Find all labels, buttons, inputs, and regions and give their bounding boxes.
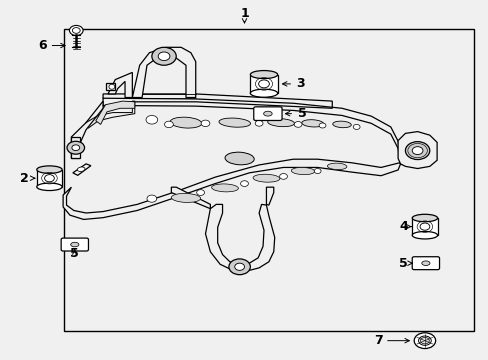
Bar (37, 170, 62, 187)
Circle shape (413, 333, 435, 348)
Ellipse shape (252, 174, 279, 182)
Ellipse shape (211, 184, 238, 192)
Ellipse shape (291, 167, 314, 175)
Ellipse shape (301, 120, 323, 127)
Ellipse shape (250, 71, 277, 78)
Polygon shape (71, 101, 103, 158)
Ellipse shape (263, 111, 272, 116)
Polygon shape (63, 159, 400, 220)
Text: 7: 7 (373, 334, 382, 347)
Circle shape (164, 121, 173, 128)
Ellipse shape (71, 242, 79, 247)
Circle shape (152, 47, 176, 65)
Circle shape (44, 175, 54, 182)
Text: 2: 2 (20, 172, 28, 185)
Ellipse shape (332, 121, 350, 128)
Circle shape (319, 123, 325, 128)
Text: 5: 5 (398, 257, 407, 270)
Ellipse shape (411, 214, 437, 222)
Polygon shape (73, 164, 91, 175)
Bar (64, 30, 473, 330)
Circle shape (67, 141, 84, 154)
FancyBboxPatch shape (411, 257, 439, 270)
Circle shape (352, 125, 359, 130)
Circle shape (147, 195, 157, 202)
Text: 4: 4 (398, 220, 407, 233)
FancyBboxPatch shape (61, 238, 88, 251)
Ellipse shape (421, 261, 429, 265)
FancyBboxPatch shape (253, 107, 282, 121)
Circle shape (294, 122, 302, 127)
Ellipse shape (327, 163, 346, 170)
Circle shape (240, 181, 248, 186)
Circle shape (196, 190, 204, 195)
Circle shape (420, 337, 428, 344)
Polygon shape (132, 47, 195, 98)
Circle shape (405, 141, 429, 159)
Polygon shape (103, 94, 331, 108)
Ellipse shape (77, 167, 85, 171)
Bar (411, 218, 437, 235)
Circle shape (234, 263, 244, 270)
Circle shape (72, 145, 80, 150)
Circle shape (69, 26, 83, 36)
Circle shape (228, 259, 250, 275)
Ellipse shape (109, 84, 115, 89)
Ellipse shape (37, 166, 62, 173)
Ellipse shape (250, 89, 277, 97)
Circle shape (258, 80, 269, 88)
Polygon shape (266, 187, 273, 205)
Ellipse shape (411, 231, 437, 239)
Ellipse shape (37, 183, 62, 190)
Circle shape (201, 120, 209, 127)
Polygon shape (71, 137, 80, 158)
Polygon shape (205, 204, 274, 270)
Circle shape (411, 147, 422, 154)
Circle shape (158, 52, 169, 60)
Polygon shape (96, 101, 135, 125)
Circle shape (419, 223, 429, 230)
Ellipse shape (267, 118, 294, 127)
Circle shape (418, 336, 430, 345)
Text: 5: 5 (70, 247, 79, 260)
Polygon shape (171, 187, 210, 209)
Ellipse shape (170, 117, 202, 128)
Text: 3: 3 (295, 77, 304, 90)
Ellipse shape (224, 152, 254, 165)
Circle shape (279, 174, 287, 179)
Circle shape (72, 28, 80, 33)
Bar (250, 75, 277, 93)
Polygon shape (108, 72, 132, 98)
Circle shape (314, 168, 321, 174)
Text: 1: 1 (240, 7, 248, 20)
Circle shape (146, 116, 158, 124)
Circle shape (255, 121, 263, 126)
Text: 5: 5 (298, 107, 306, 120)
Text: 6: 6 (38, 39, 46, 52)
Ellipse shape (171, 193, 200, 202)
Polygon shape (105, 83, 115, 90)
Ellipse shape (219, 118, 250, 127)
Polygon shape (397, 132, 436, 168)
